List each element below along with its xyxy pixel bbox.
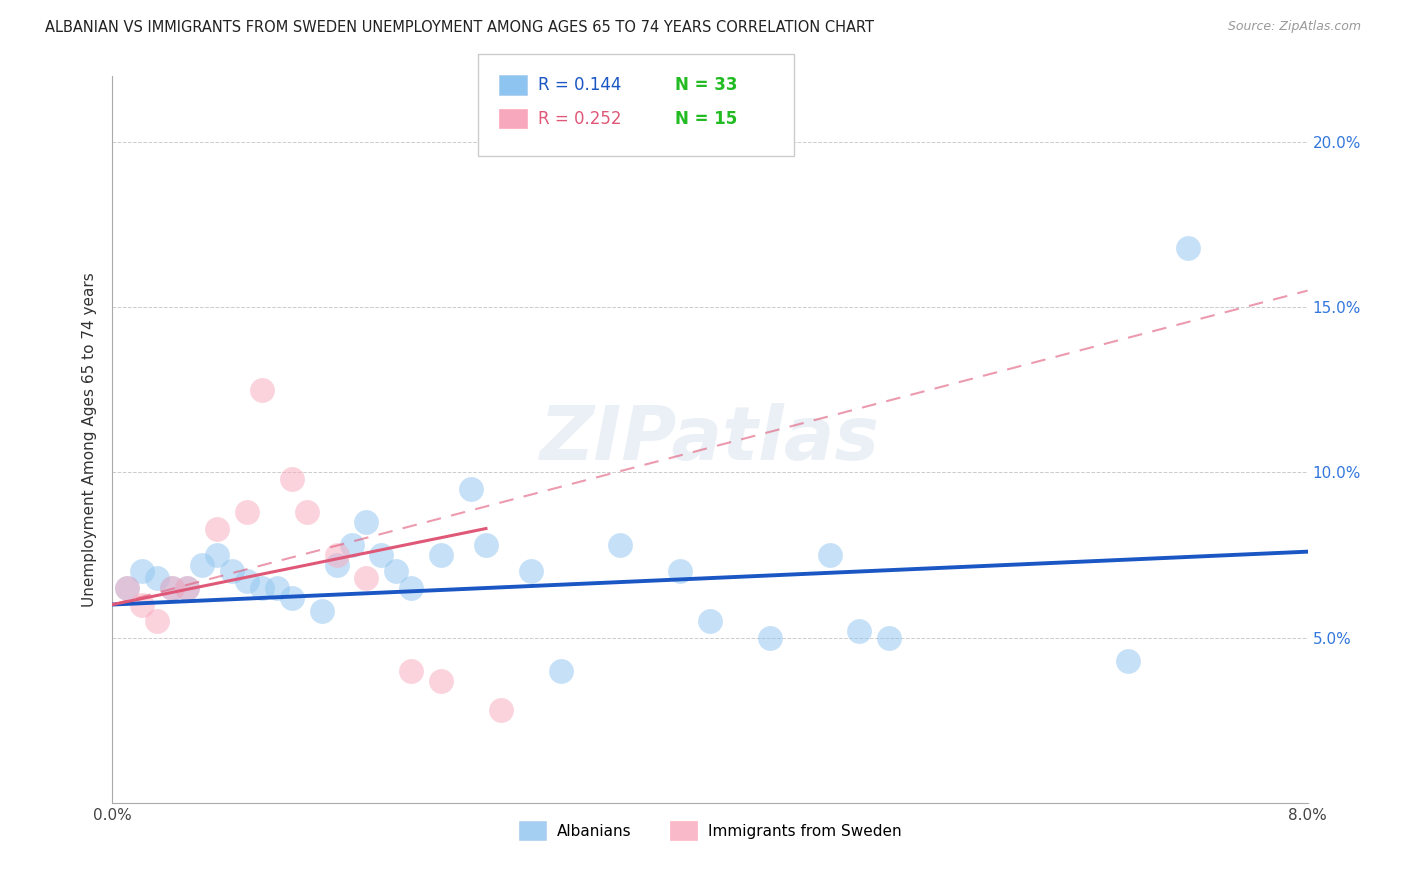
Point xyxy=(311,604,333,618)
Point xyxy=(176,581,198,595)
Point xyxy=(385,565,408,579)
Point xyxy=(550,664,572,678)
Text: N = 15: N = 15 xyxy=(675,110,737,128)
Point xyxy=(609,538,631,552)
Point xyxy=(669,565,692,579)
Point xyxy=(176,581,198,595)
Point xyxy=(340,538,363,552)
Point xyxy=(205,522,228,536)
Point xyxy=(281,591,304,605)
Point xyxy=(236,505,259,519)
Text: Source: ZipAtlas.com: Source: ZipAtlas.com xyxy=(1227,20,1361,33)
Point xyxy=(250,383,273,397)
Point xyxy=(205,548,228,562)
Text: R = 0.144: R = 0.144 xyxy=(538,76,621,94)
Point xyxy=(162,581,183,595)
Point xyxy=(281,472,304,486)
Point xyxy=(266,581,288,595)
Point xyxy=(877,631,901,645)
Point xyxy=(759,631,782,645)
Point xyxy=(1177,241,1199,255)
Point xyxy=(370,548,392,562)
Point xyxy=(117,581,139,595)
Point xyxy=(295,505,318,519)
Point xyxy=(475,538,498,552)
Point xyxy=(325,548,347,562)
Point xyxy=(699,614,721,628)
Text: ZIPatlas: ZIPatlas xyxy=(540,403,880,475)
Text: ALBANIAN VS IMMIGRANTS FROM SWEDEN UNEMPLOYMENT AMONG AGES 65 TO 74 YEARS CORREL: ALBANIAN VS IMMIGRANTS FROM SWEDEN UNEMP… xyxy=(45,20,875,35)
Point xyxy=(848,624,870,638)
Point xyxy=(131,598,153,612)
Text: N = 33: N = 33 xyxy=(675,76,737,94)
Point xyxy=(146,571,169,585)
Point xyxy=(131,565,153,579)
Point xyxy=(117,581,139,595)
Text: R = 0.252: R = 0.252 xyxy=(538,110,621,128)
Point xyxy=(236,574,259,589)
Point xyxy=(221,565,243,579)
Point xyxy=(818,548,841,562)
Point xyxy=(162,581,183,595)
Point xyxy=(520,565,543,579)
Point xyxy=(460,482,482,496)
Point xyxy=(191,558,214,572)
Point xyxy=(401,664,423,678)
Point xyxy=(356,571,378,585)
Y-axis label: Unemployment Among Ages 65 to 74 years: Unemployment Among Ages 65 to 74 years xyxy=(82,272,97,607)
Point xyxy=(1118,654,1140,668)
Point xyxy=(325,558,347,572)
Legend: Albanians, Immigrants from Sweden: Albanians, Immigrants from Sweden xyxy=(513,815,907,846)
Point xyxy=(146,614,169,628)
Point xyxy=(356,515,378,529)
Point xyxy=(489,703,512,717)
Point xyxy=(430,548,453,562)
Point xyxy=(430,673,453,688)
Point xyxy=(401,581,423,595)
Point xyxy=(250,581,273,595)
